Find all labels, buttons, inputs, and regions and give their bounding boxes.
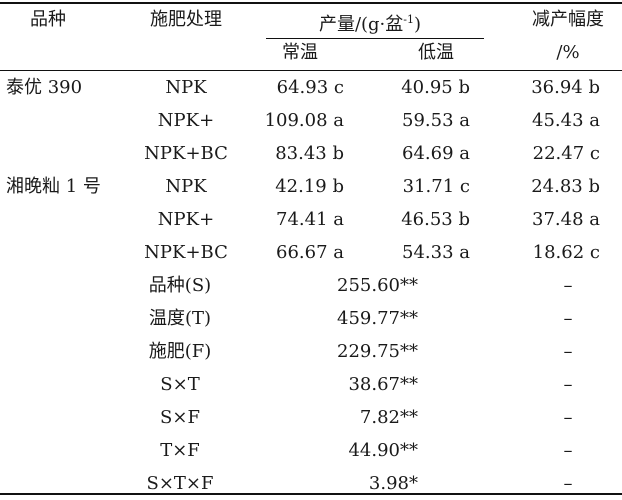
header-normal-temp: 常温 <box>282 42 318 63</box>
anova-reduction: – <box>563 440 573 461</box>
cell-treatment: NPK+ <box>157 110 215 131</box>
cell-treatment: NPK <box>165 176 207 197</box>
cell-reduction: 18.62 c <box>532 242 600 263</box>
anova-reduction: – <box>563 341 573 362</box>
anova-f-value: 229.75** <box>337 341 418 362</box>
table-bottom-rule <box>0 493 622 495</box>
header-bottom-rule <box>0 70 622 71</box>
header-variety: 品种 <box>30 9 66 30</box>
cell-normal-yield: 42.19 b <box>275 176 344 197</box>
header-reduction-unit: /% <box>556 42 580 63</box>
anova-reduction: – <box>563 308 573 329</box>
anova-factor: T×F <box>160 440 200 461</box>
header-yield-text: 产量/(g·盆 <box>318 14 404 35</box>
cell-treatment: NPK <box>165 77 207 98</box>
anova-factor: S×T <box>160 374 200 395</box>
cell-reduction: 22.47 c <box>532 143 600 164</box>
anova-reduction: – <box>563 275 573 296</box>
cell-variety: 湘晚籼 1 号 <box>6 176 101 197</box>
cell-treatment: NPK+ <box>157 209 215 230</box>
anova-factor: S×F <box>160 407 200 428</box>
header-yield-close: ) <box>414 14 422 35</box>
cell-normal-yield: 74.41 a <box>276 209 344 230</box>
cell-reduction: 24.83 b <box>531 176 600 197</box>
header-treatment: 施肥处理 <box>150 9 222 30</box>
yield-header-subrule <box>266 38 484 39</box>
anova-f-value: 459.77** <box>337 308 418 329</box>
anova-f-value: 255.60** <box>337 275 418 296</box>
anova-factor: 施肥(F) <box>148 341 212 362</box>
cell-normal-yield: 64.93 c <box>276 77 344 98</box>
cell-normal-yield: 66.67 a <box>276 242 344 263</box>
cell-normal-yield: 109.08 a <box>264 110 344 131</box>
cell-low-yield: 59.53 a <box>402 110 470 131</box>
cell-variety: 泰优 390 <box>6 77 83 98</box>
cell-reduction: 36.94 b <box>531 77 600 98</box>
cell-reduction: 37.48 a <box>532 209 600 230</box>
cell-reduction: 45.43 a <box>532 110 600 131</box>
header-yield: 产量/(g·盆-1) <box>319 9 421 36</box>
anova-factor: 品种(S) <box>148 275 212 296</box>
anova-reduction: – <box>563 407 573 428</box>
table-top-rule <box>0 2 622 4</box>
anova-f-value: 38.67** <box>348 374 418 395</box>
anova-reduction: – <box>563 473 573 494</box>
anova-factor: S×T×F <box>146 473 214 494</box>
anova-reduction: – <box>563 374 573 395</box>
header-yield-sup: -1 <box>403 13 415 26</box>
header-reduction: 减产幅度 <box>532 9 604 30</box>
cell-treatment: NPK+BC <box>144 143 228 164</box>
cell-low-yield: 64.69 a <box>402 143 470 164</box>
header-low-temp: 低温 <box>418 42 454 63</box>
cell-low-yield: 46.53 b <box>401 209 470 230</box>
cell-low-yield: 40.95 b <box>401 77 470 98</box>
cell-treatment: NPK+BC <box>144 242 228 263</box>
anova-f-value: 7.82** <box>359 407 418 428</box>
anova-factor: 温度(T) <box>148 308 212 329</box>
anova-f-value: 3.98* <box>368 473 418 494</box>
cell-low-yield: 54.33 a <box>402 242 470 263</box>
cell-normal-yield: 83.43 b <box>275 143 344 164</box>
anova-f-value: 44.90** <box>348 440 418 461</box>
cell-low-yield: 31.71 c <box>402 176 470 197</box>
